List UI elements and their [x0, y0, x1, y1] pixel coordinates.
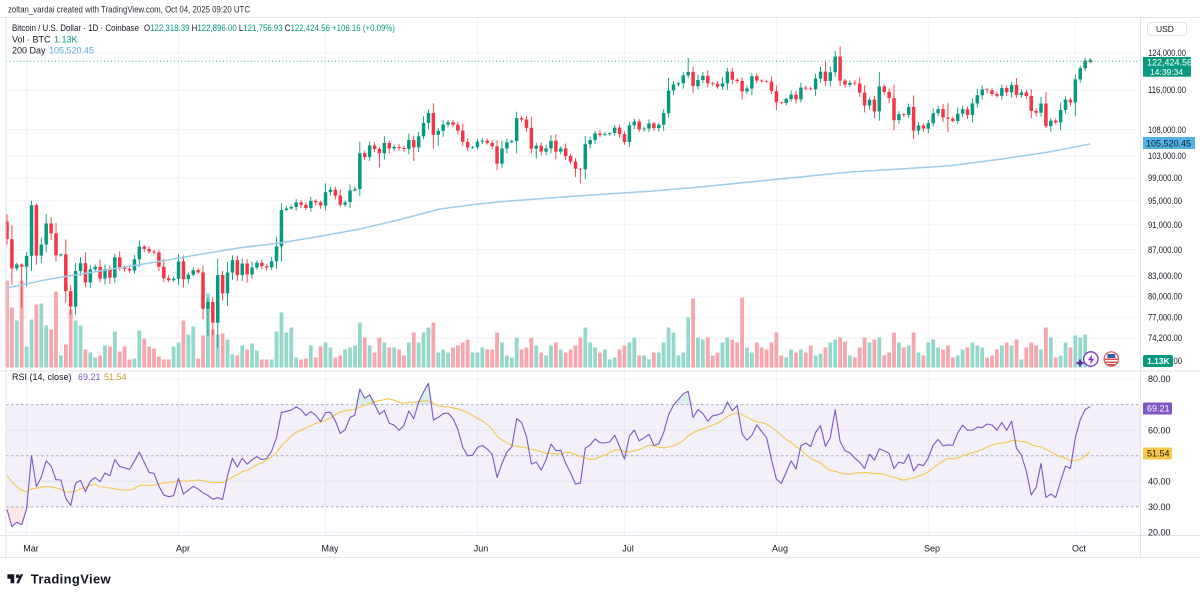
svg-text:Sep: Sep [924, 544, 940, 554]
svg-text:87,000.00: 87,000.00 [1148, 245, 1182, 255]
svg-text:77,000.00: 77,000.00 [1148, 313, 1182, 323]
svg-text:51.54: 51.54 [1147, 449, 1170, 459]
svg-text:Oct: Oct [1072, 544, 1087, 554]
svg-text:60.00: 60.00 [1148, 425, 1171, 435]
svg-text:122,424.56: 122,424.56 [1147, 58, 1192, 68]
svg-text:30.00: 30.00 [1148, 502, 1171, 512]
svg-text:116,000.00: 116,000.00 [1148, 85, 1186, 95]
svg-text:Jun: Jun [474, 544, 489, 554]
svg-text:80.00: 80.00 [1148, 374, 1171, 384]
svg-text:51.54: 51.54 [104, 372, 127, 382]
svg-text:83,000.00: 83,000.00 [1148, 271, 1182, 281]
svg-text:Bitcoin / U.S. Dollar · 1D · C: Bitcoin / U.S. Dollar · 1D · Coinbase [12, 23, 139, 33]
svg-text:105,520.45: 105,520.45 [49, 46, 94, 56]
svg-text:103,000.00: 103,000.00 [1148, 151, 1186, 161]
svg-text:80,000.00: 80,000.00 [1148, 291, 1182, 301]
svg-text:105,520.45: 105,520.45 [1146, 138, 1191, 148]
svg-text:RSI (14, close): RSI (14, close) [12, 372, 72, 382]
svg-text:69.21: 69.21 [78, 372, 101, 382]
svg-text:Vol · BTC: Vol · BTC [12, 35, 51, 45]
svg-text:Aug: Aug [772, 544, 788, 554]
svg-text:124,000.00: 124,000.00 [1148, 48, 1186, 58]
svg-text:May: May [321, 544, 339, 554]
svg-text:99,000.00: 99,000.00 [1148, 173, 1182, 183]
svg-text:TradingView: TradingView [31, 571, 112, 586]
svg-text:Apr: Apr [176, 544, 190, 554]
svg-text:200 Day: 200 Day [12, 46, 46, 56]
svg-text:USD: USD [1156, 24, 1174, 34]
svg-text:20.00: 20.00 [1148, 528, 1171, 538]
svg-text:108,000.00: 108,000.00 [1148, 125, 1186, 135]
svg-text:1.13K: 1.13K [1147, 356, 1171, 366]
svg-text:O122,318.39 H122,896.00 L121,7: O122,318.39 H122,896.00 L121,756.93 C122… [144, 23, 395, 33]
svg-text:Jul: Jul [622, 544, 634, 554]
svg-text:74,200.00: 74,200.00 [1148, 333, 1182, 343]
svg-text:69.21: 69.21 [1147, 404, 1170, 414]
svg-text:zoltan_vardai created with Tra: zoltan_vardai created with TradingView.c… [8, 5, 250, 15]
svg-text:91,000.00: 91,000.00 [1148, 220, 1182, 230]
svg-text:14:39:34: 14:39:34 [1150, 67, 1183, 77]
svg-text:95,000.00: 95,000.00 [1148, 196, 1182, 206]
svg-text:Mar: Mar [23, 544, 39, 554]
svg-text:40.00: 40.00 [1148, 477, 1171, 487]
svg-text:1.13K: 1.13K [54, 35, 78, 45]
